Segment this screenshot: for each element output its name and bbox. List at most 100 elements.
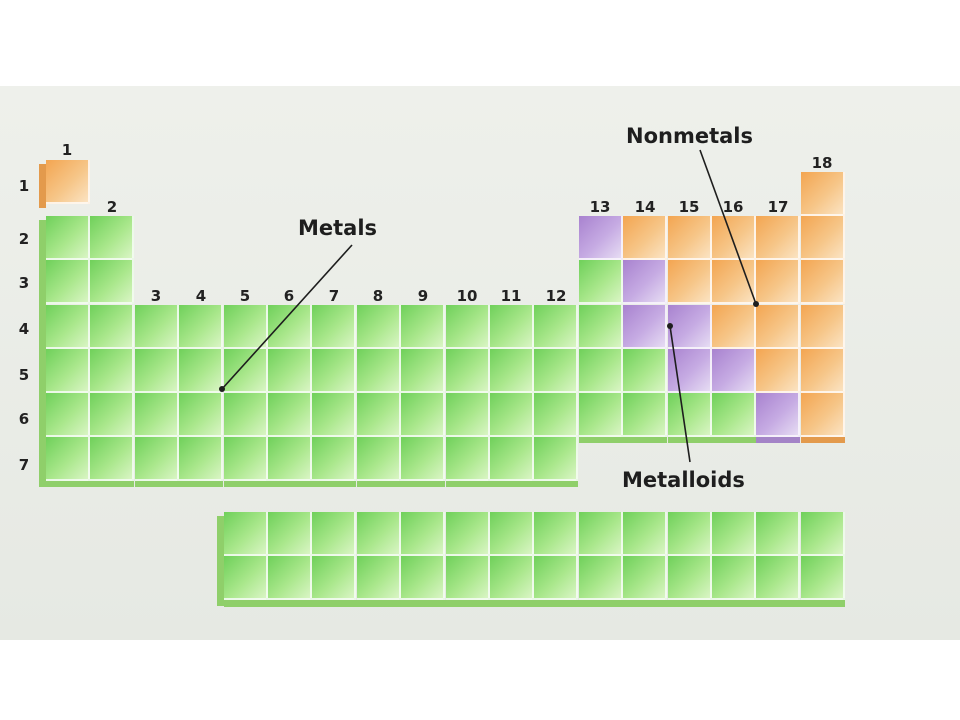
element-cell (356, 349, 401, 393)
element-cell (134, 393, 179, 437)
cell-edge (534, 481, 579, 487)
element-cell (490, 393, 534, 437)
element-cell (756, 216, 801, 260)
element-cell (401, 393, 446, 437)
element-cell (312, 556, 357, 600)
element-cell (268, 437, 312, 481)
element-cell (578, 556, 623, 600)
group-label-16: 16 (722, 198, 744, 216)
element-cell (623, 349, 668, 393)
element-cell (578, 260, 623, 304)
element-cell (756, 556, 801, 600)
element-cell (667, 260, 712, 304)
element-cell (490, 305, 534, 349)
element-cell (401, 349, 446, 393)
element-cell (312, 393, 357, 437)
element-cell (490, 349, 534, 393)
element-cell (490, 437, 534, 481)
element-cell (312, 305, 357, 349)
element-cell (623, 305, 668, 349)
group-label-14: 14 (634, 198, 656, 216)
element-cell (800, 216, 845, 260)
element-cell (90, 393, 135, 437)
element-cell (46, 393, 90, 437)
element-cell (445, 556, 490, 600)
table-left-edge (39, 220, 46, 487)
cell-edge (490, 481, 534, 487)
element-cell (134, 437, 179, 481)
group-label-18: 18 (811, 154, 833, 172)
nonmetals-label: Nonmetals (626, 124, 753, 148)
element-cell (578, 349, 623, 393)
element-cell (712, 305, 756, 349)
element-cell (356, 305, 401, 349)
element-cell (534, 437, 579, 481)
element-cell (756, 349, 801, 393)
metals-label: Metals (298, 216, 378, 240)
cell-edge (134, 481, 179, 487)
group-label-13: 13 (589, 198, 611, 216)
cell-edge (268, 481, 312, 487)
metals-leader-line (221, 244, 353, 390)
element-cell (667, 216, 712, 260)
element-cell (800, 172, 845, 216)
cell-edge (623, 437, 668, 443)
period-label-5: 5 (18, 366, 30, 384)
element-cell (712, 216, 756, 260)
element-cell (667, 512, 712, 556)
element-cell (800, 393, 845, 437)
element-cell (401, 305, 446, 349)
element-cell (179, 349, 224, 393)
period-label-4: 4 (18, 320, 30, 338)
element-cell (223, 305, 268, 349)
element-cell (756, 260, 801, 304)
cell-edge (712, 437, 756, 443)
element-cell (312, 437, 357, 481)
element-cell (223, 393, 268, 437)
element-cell (312, 512, 357, 556)
element-cell (356, 437, 401, 481)
cell-edge (312, 481, 357, 487)
element-cell (134, 349, 179, 393)
element-cell (267, 512, 312, 556)
metalloids-leader-dot (667, 323, 673, 329)
element-cell (623, 556, 668, 600)
element-cell (445, 393, 490, 437)
element-cell (356, 512, 401, 556)
element-cell (401, 556, 446, 600)
element-cell (800, 260, 845, 304)
cell-edge (356, 481, 401, 487)
element-cell (623, 216, 668, 260)
hydrogen-left-edge (39, 164, 46, 208)
element-cell (134, 305, 179, 349)
cell-edge (223, 481, 268, 487)
cell-edge (667, 437, 712, 443)
group-label-12: 12 (545, 287, 567, 305)
element-cell (223, 512, 268, 556)
element-cell (756, 305, 801, 349)
element-cell (268, 305, 312, 349)
group-label-1: 1 (61, 141, 73, 159)
group-label-4: 4 (195, 287, 207, 305)
element-cell (667, 556, 712, 600)
element-cell (46, 160, 90, 204)
group-label-6: 6 (283, 287, 295, 305)
group-label-3: 3 (150, 287, 162, 305)
inner-rows-bottom-edge (223, 600, 846, 607)
element-cell (578, 393, 623, 437)
element-cell (711, 512, 756, 556)
element-cell (90, 437, 135, 481)
cell-edge (401, 481, 446, 487)
element-cell (46, 216, 90, 260)
element-cell (312, 349, 357, 393)
element-cell (534, 512, 579, 556)
element-cell (356, 393, 401, 437)
cell-edge (46, 481, 90, 487)
element-cell (623, 393, 668, 437)
element-cell (90, 260, 135, 304)
element-cell (401, 437, 446, 481)
element-cell (90, 305, 135, 349)
element-cell (578, 216, 623, 260)
element-cell (445, 349, 490, 393)
